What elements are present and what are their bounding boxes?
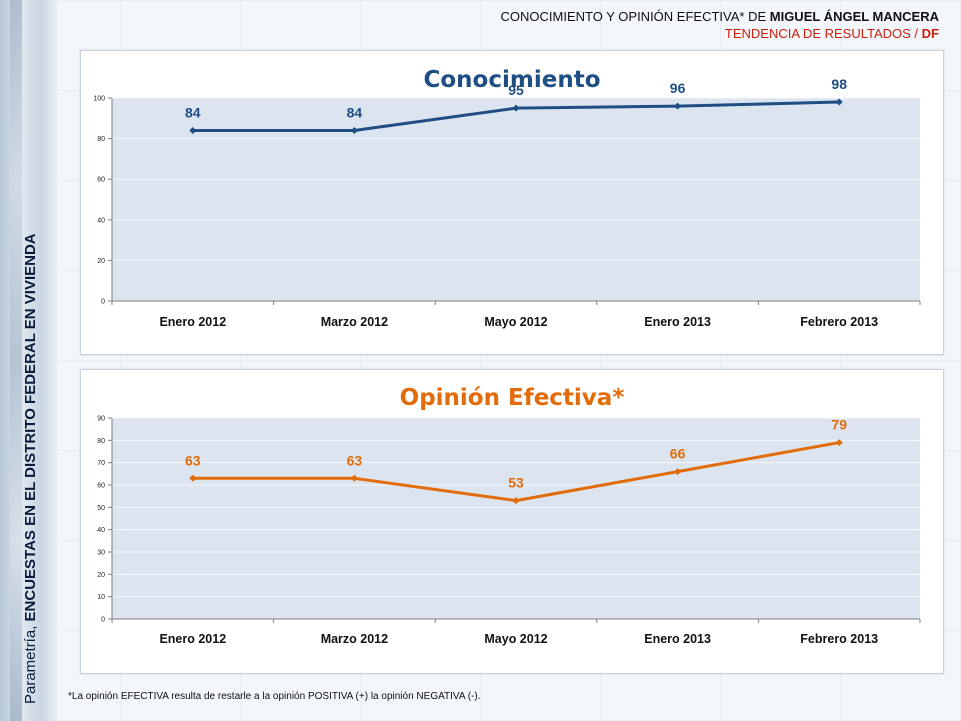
x-tick-label: Marzo 2012 — [321, 632, 388, 646]
chart-panel-conocimiento: Conocimiento 0 20 40 60 80 100 Enero 2012 Marzo … — [80, 50, 944, 355]
page-title-prefix: CONOCIMIENTO Y OPINIÓN EFECTIVA* DE — [500, 9, 770, 24]
side-caption: Parametría, ENCUESTAS EN EL DISTRITO FED… — [22, 233, 39, 704]
data-label: 84 — [185, 104, 201, 120]
data-point — [835, 439, 843, 447]
side-caption-prefix: Parametría, — [22, 621, 39, 704]
chart-conocimiento: Conocimiento 0 20 40 60 80 100 Enero 2012 Marzo … — [93, 66, 921, 329]
chart-panel-opinion-efectiva: Opinión Efectiva* 0 10 20 30 40 50 60 70 80 90 Ener… — [80, 369, 944, 674]
data-point — [350, 126, 358, 134]
y-tick-label: 90 — [97, 416, 105, 423]
plot-area — [112, 98, 920, 301]
data-point — [835, 98, 843, 106]
chart-opinion-efectiva: Opinión Efectiva* 0 10 20 30 40 50 60 70 80 90 Ener… — [97, 384, 921, 646]
data-label: 66 — [670, 446, 686, 462]
y-tick-label: 70 — [97, 460, 105, 467]
chart-title: Conocimiento — [424, 67, 601, 93]
x-tick-label: Febrero 2013 — [800, 315, 878, 329]
data-point — [512, 497, 520, 505]
y-tick-label: 0 — [101, 299, 105, 306]
page-subtitle-bold: DF — [921, 26, 939, 41]
y-tick-label: 100 — [93, 96, 105, 103]
page-subtitle: TENDENCIA DE RESULTADOS / DF — [501, 26, 939, 41]
x-tick-label: Febrero 2013 — [800, 632, 878, 646]
y-tick-label: 30 — [97, 550, 105, 557]
data-label: 63 — [185, 452, 201, 468]
y-tick-label: 60 — [97, 483, 105, 490]
x-tick-label: Enero 2013 — [644, 315, 711, 329]
chart-title: Opinión Efectiva* — [400, 385, 625, 411]
decorative-strip — [0, 0, 58, 721]
data-point — [674, 468, 682, 476]
x-tick-label: Enero 2013 — [644, 632, 711, 646]
data-label: 79 — [831, 417, 847, 433]
y-tick-label: 20 — [97, 572, 105, 579]
y-tick-label: 40 — [97, 527, 105, 534]
x-tick-label: Mayo 2012 — [484, 315, 547, 329]
footnote: *La opinión EFECTIVA resulta de restarle… — [68, 691, 481, 702]
y-tick-label: 0 — [101, 617, 105, 624]
y-tick-label: 50 — [97, 505, 105, 512]
y-tick-label: 80 — [97, 438, 105, 445]
y-tick-label: 40 — [97, 217, 105, 224]
data-label: 96 — [670, 80, 686, 96]
y-tick-label: 80 — [97, 136, 105, 143]
page-subtitle-prefix: TENDENCIA DE RESULTADOS / — [724, 26, 922, 41]
data-point — [189, 474, 197, 482]
data-point — [512, 104, 520, 112]
data-point — [189, 126, 197, 134]
y-tick-label: 20 — [97, 258, 105, 265]
y-tick-label: 10 — [97, 594, 105, 601]
data-label: 95 — [508, 82, 524, 98]
x-tick-label: Marzo 2012 — [321, 315, 388, 329]
y-tick-label: 60 — [97, 177, 105, 184]
page-title: CONOCIMIENTO Y OPINIÓN EFECTIVA* DE MIGU… — [501, 9, 939, 24]
side-caption-bold: ENCUESTAS EN EL DISTRITO FEDERAL EN VIVI… — [22, 233, 39, 622]
x-tick-label: Enero 2012 — [159, 632, 226, 646]
x-tick-label: Enero 2012 — [159, 315, 226, 329]
page-header: CONOCIMIENTO Y OPINIÓN EFECTIVA* DE MIGU… — [501, 9, 939, 41]
data-label: 84 — [347, 104, 363, 120]
data-label: 98 — [831, 76, 847, 92]
data-point — [350, 474, 358, 482]
data-point — [674, 102, 682, 110]
data-label: 63 — [347, 452, 363, 468]
x-tick-label: Mayo 2012 — [484, 632, 547, 646]
page-title-name: MIGUEL ÁNGEL MANCERA — [769, 9, 939, 24]
data-label: 53 — [508, 475, 524, 491]
plot-area — [112, 418, 920, 619]
